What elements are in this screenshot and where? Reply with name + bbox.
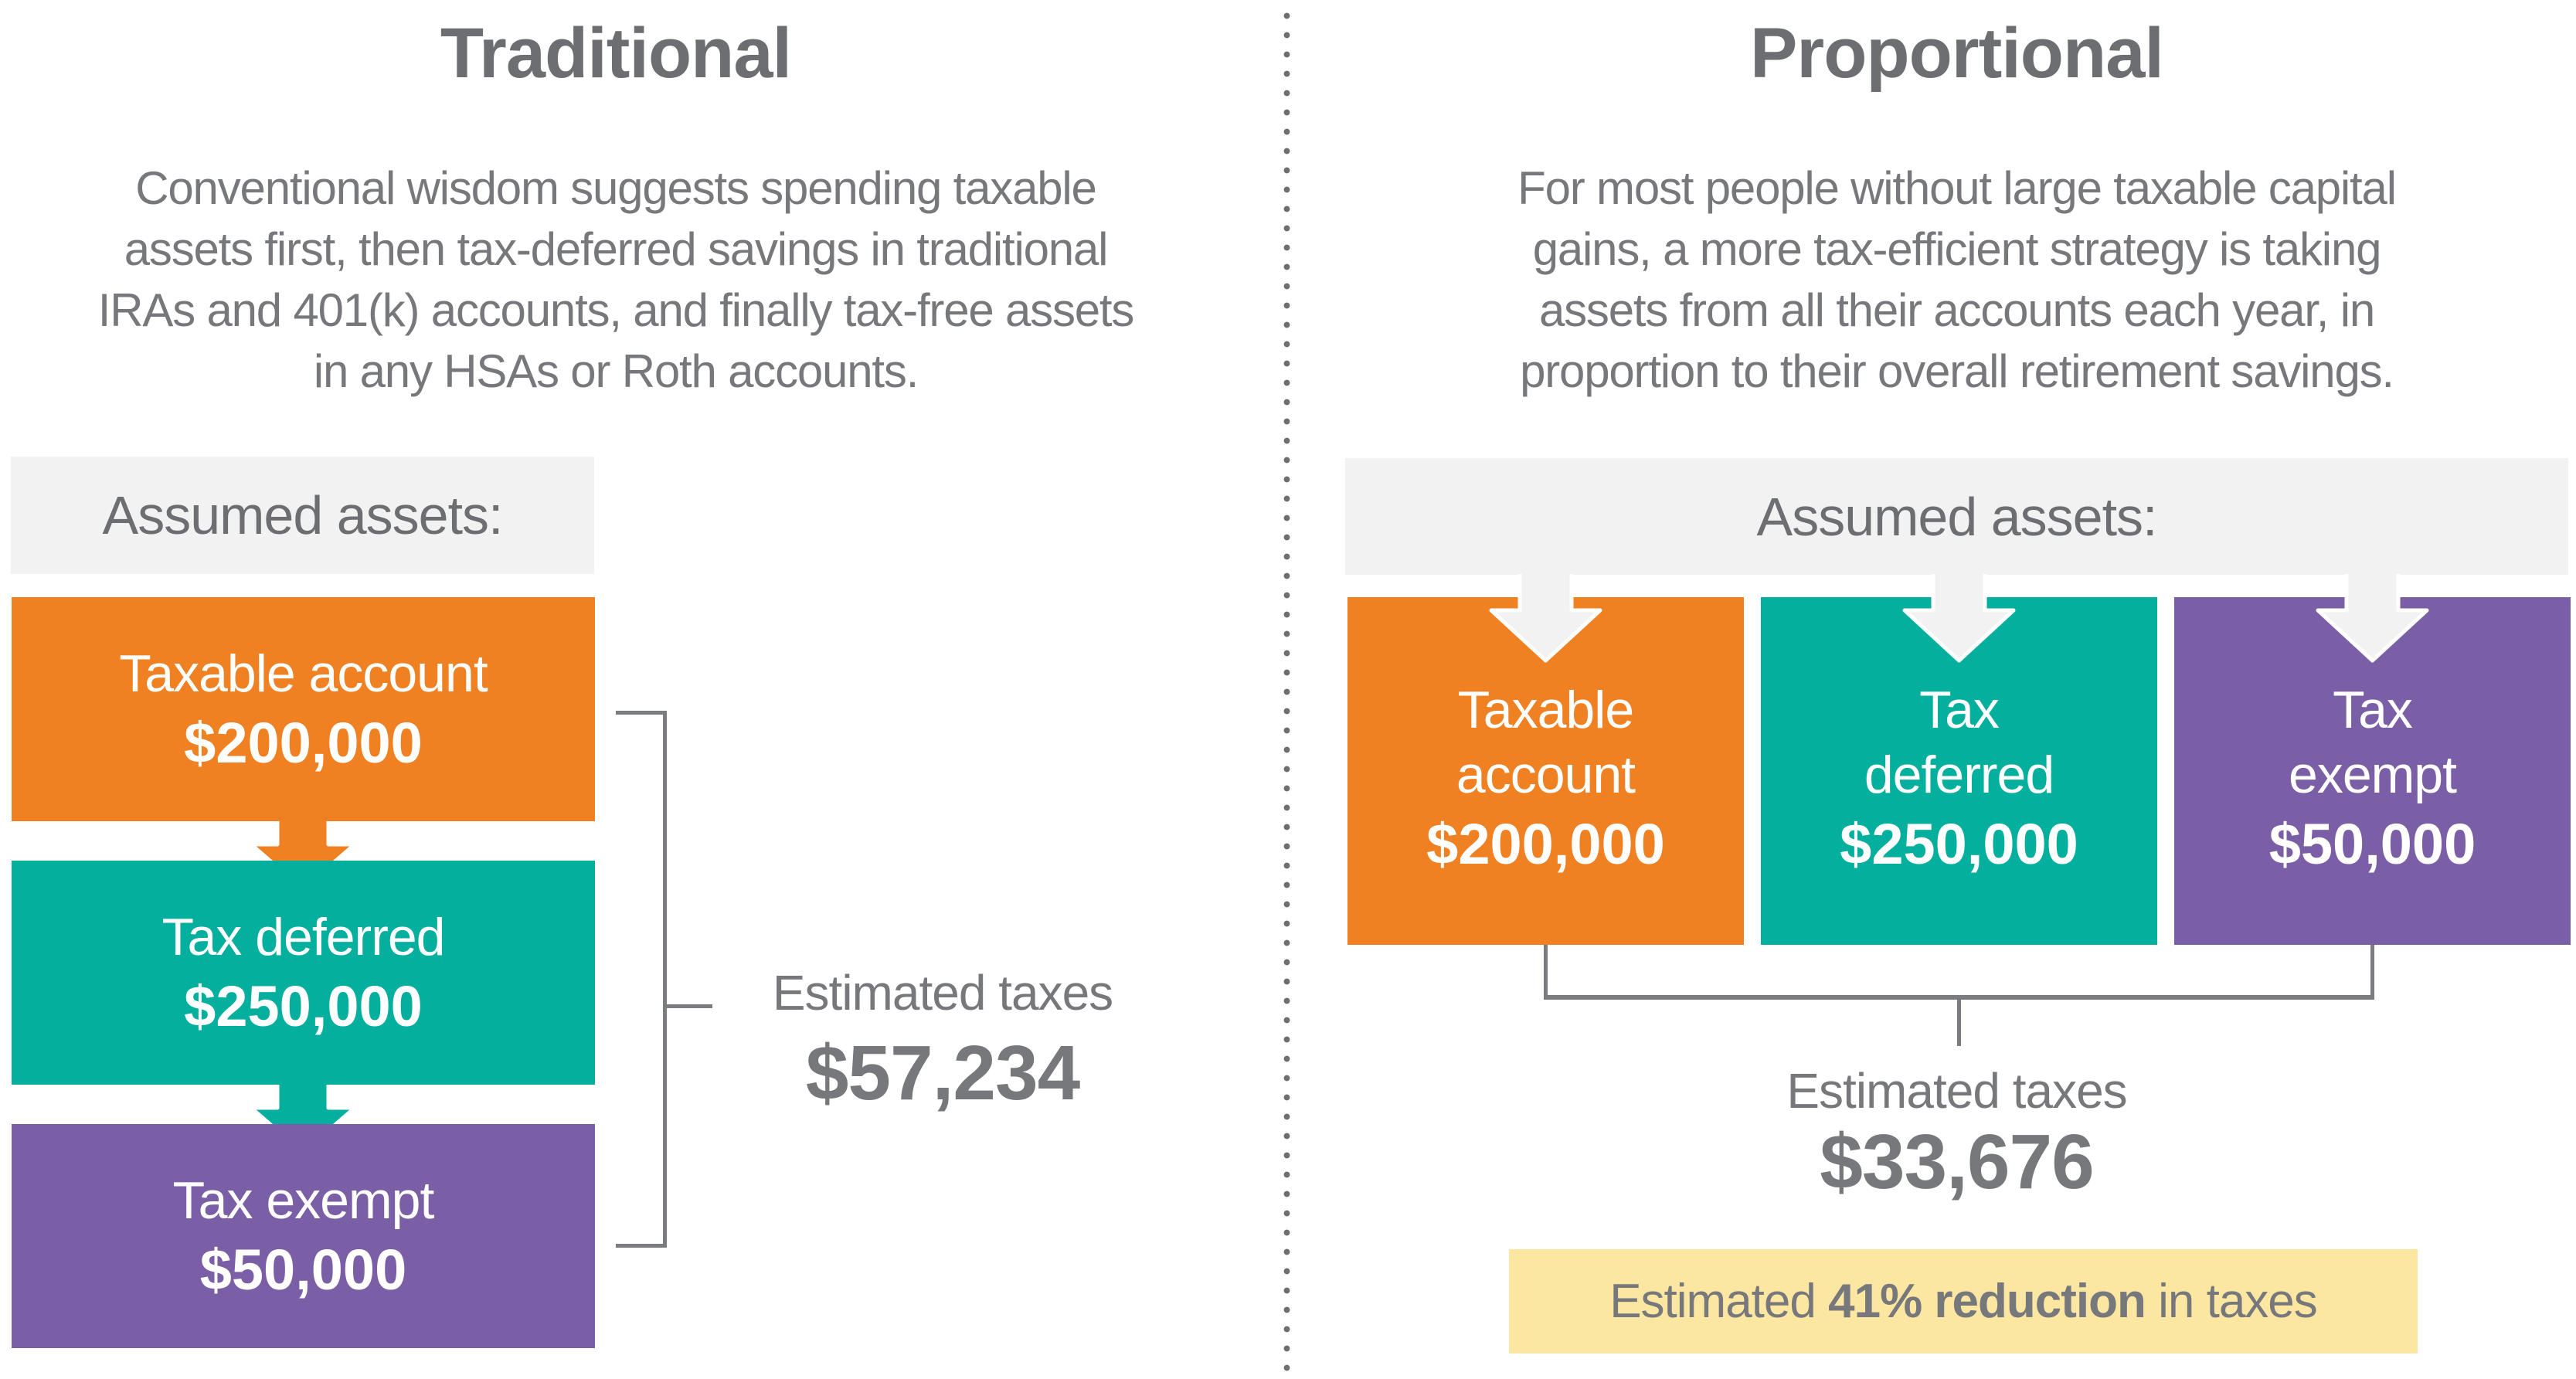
feed-down-arrow-icon <box>2316 574 2429 664</box>
feed-down-arrow-icon <box>1902 574 2016 664</box>
asset-label: Taxable account <box>119 644 488 703</box>
estimated-taxes-label: Estimated taxes <box>772 965 1113 1021</box>
estimated-taxes-label: Estimated taxes <box>1786 1063 2127 1119</box>
description-line: Conventional wisdom suggests spending ta… <box>135 162 1097 214</box>
bracket-middle-tick <box>663 1004 712 1008</box>
bracket-horizontal-bar <box>1544 995 2374 1000</box>
asset-label: Tax <box>2333 681 2413 739</box>
dotted-divider <box>1283 0 1290 1379</box>
description-line: IRAs and 401(k) accounts, and finally ta… <box>97 284 1135 336</box>
banner-prefix: Estimated <box>1609 1275 1829 1328</box>
asset-label: Tax <box>1919 681 2000 739</box>
bracket-left-stub <box>1544 945 1548 999</box>
panel-title-proportional: Proportional <box>1750 14 2164 93</box>
description-line: proportion to their overall retirement s… <box>1520 345 2394 397</box>
reduction-banner: Estimated 41% reduction in taxes <box>1509 1249 2418 1354</box>
assumed-assets-header: Assumed assets: <box>11 457 594 574</box>
asset-label: Tax deferred <box>161 908 446 966</box>
panel-title-traditional: Traditional <box>440 14 792 93</box>
description-line: For most people without large taxable ca… <box>1517 162 2397 214</box>
description-line: assets from all their accounts each year… <box>1538 284 2375 336</box>
description-line: assets first, then tax-deferred savings … <box>124 223 1109 275</box>
banner-highlight: 41% reduction <box>1828 1275 2146 1328</box>
description-line: gains, a more tax-efficient strategy is … <box>1532 223 2382 275</box>
bracket-right-stub <box>2370 945 2374 999</box>
description-line: in any HSAs or Roth accounts. <box>313 345 919 397</box>
panel-description-traditional: Conventional wisdom suggests spending ta… <box>0 158 1232 402</box>
panel-description-proportional: For most people without large taxable ca… <box>1345 158 2568 402</box>
bracket-bottom-tick <box>616 1244 667 1248</box>
asset-label: exempt <box>2289 746 2457 804</box>
asset-box-taxable: Taxable account $200,000 <box>12 597 595 821</box>
asset-label: account <box>1456 746 1636 804</box>
asset-amount: $250,000 <box>1840 812 2078 876</box>
estimated-taxes-value: $33,676 <box>1820 1119 2094 1205</box>
panel-proportional: Proportional For most people without lar… <box>1345 0 2571 1379</box>
bracket-center-stub <box>1957 1000 1961 1046</box>
asset-box-taxable: Taxable account $200,000 <box>1347 597 1744 945</box>
asset-amount: $250,000 <box>184 974 423 1038</box>
asset-label: Tax exempt <box>172 1171 435 1230</box>
banner-suffix: in taxes <box>2145 1275 2318 1328</box>
asset-box-tax-deferred: Tax deferred $250,000 <box>12 861 595 1085</box>
bracket-top-tick <box>616 711 667 715</box>
asset-label: Taxable <box>1457 681 1634 739</box>
assumed-assets-label: Assumed assets: <box>1756 486 2158 547</box>
asset-label: deferred <box>1864 746 2054 804</box>
asset-amount: $50,000 <box>199 1238 407 1302</box>
assumed-assets-label: Assumed assets: <box>102 485 504 545</box>
feed-down-arrow-icon <box>1489 574 1602 664</box>
asset-amount: $50,000 <box>2268 812 2476 876</box>
estimated-taxes-value: $57,234 <box>805 1030 1080 1116</box>
asset-amount: $200,000 <box>184 711 423 775</box>
panel-traditional: Traditional Conventional wisdom suggests… <box>0 0 1232 1379</box>
asset-box-tax-exempt: Tax exempt $50,000 <box>12 1124 595 1348</box>
assumed-assets-header: Assumed assets: <box>1345 458 2568 575</box>
bracket-vertical-line <box>663 711 667 1248</box>
asset-amount: $200,000 <box>1426 812 1665 876</box>
